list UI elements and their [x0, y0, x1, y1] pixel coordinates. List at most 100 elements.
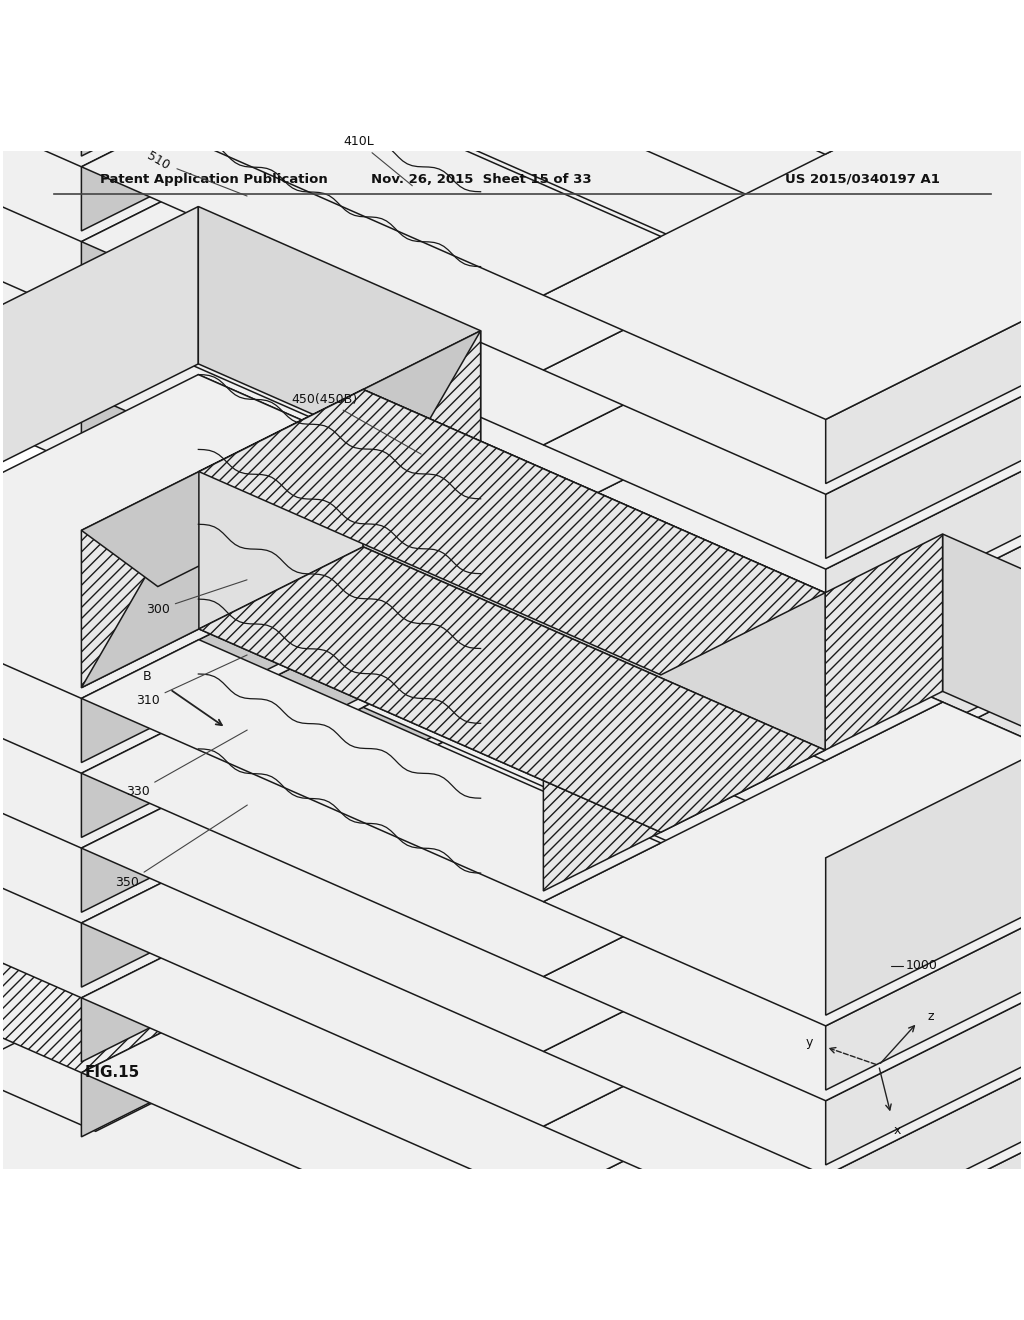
Polygon shape	[199, 389, 364, 628]
Polygon shape	[825, 1051, 1024, 1315]
Polygon shape	[943, 702, 1024, 891]
Text: x: x	[893, 1125, 901, 1138]
Polygon shape	[825, 1201, 1024, 1320]
Polygon shape	[199, 143, 480, 331]
Polygon shape	[480, 42, 943, 309]
Polygon shape	[0, 67, 480, 391]
Polygon shape	[544, 470, 1024, 793]
Polygon shape	[199, 524, 480, 713]
Polygon shape	[81, 0, 480, 156]
Polygon shape	[199, 748, 480, 937]
Polygon shape	[943, 321, 1024, 508]
Polygon shape	[81, 723, 480, 987]
Polygon shape	[199, 675, 480, 862]
Polygon shape	[544, 851, 1024, 1176]
Polygon shape	[81, 873, 480, 1137]
Polygon shape	[81, 108, 660, 370]
Polygon shape	[199, 599, 480, 788]
Polygon shape	[81, 640, 660, 902]
Polygon shape	[81, 714, 660, 977]
Polygon shape	[81, 799, 480, 1063]
Polygon shape	[81, 789, 660, 1052]
Text: 1000: 1000	[906, 960, 938, 973]
Polygon shape	[825, 1126, 1024, 1320]
Polygon shape	[544, 1076, 1024, 1320]
Polygon shape	[943, 395, 1024, 583]
Polygon shape	[544, 95, 1024, 420]
Polygon shape	[81, 0, 480, 231]
Polygon shape	[943, 927, 1024, 1115]
Polygon shape	[199, 67, 480, 256]
Polygon shape	[0, 853, 1024, 1320]
Text: 300: 300	[146, 579, 247, 616]
Text: B: B	[142, 671, 152, 684]
Polygon shape	[199, 546, 825, 832]
Polygon shape	[544, 927, 1024, 1250]
Polygon shape	[480, 873, 943, 1140]
Polygon shape	[943, 1076, 1024, 1265]
Polygon shape	[480, 574, 943, 841]
Polygon shape	[364, 389, 825, 750]
Polygon shape	[199, 0, 480, 106]
Polygon shape	[825, 535, 943, 750]
Polygon shape	[81, 408, 660, 669]
Polygon shape	[364, 42, 943, 304]
Polygon shape	[364, 723, 943, 985]
Polygon shape	[364, 191, 943, 454]
Polygon shape	[544, 395, 1024, 719]
Polygon shape	[364, 0, 943, 154]
Polygon shape	[544, 702, 1024, 1026]
Polygon shape	[364, 0, 943, 230]
Polygon shape	[943, 535, 1024, 816]
Polygon shape	[856, 223, 1024, 1320]
Polygon shape	[825, 294, 1024, 558]
Polygon shape	[943, 246, 1024, 434]
Polygon shape	[0, 375, 480, 698]
Polygon shape	[81, 648, 480, 912]
Polygon shape	[199, 375, 480, 562]
Polygon shape	[199, 0, 480, 32]
Polygon shape	[0, 449, 480, 774]
Text: z: z	[928, 1010, 934, 1023]
Polygon shape	[81, 865, 660, 1126]
Polygon shape	[0, 748, 480, 1073]
Polygon shape	[199, 389, 825, 675]
Polygon shape	[0, 0, 480, 317]
Polygon shape	[199, 206, 480, 488]
Polygon shape	[825, 220, 1024, 483]
Polygon shape	[0, 0, 480, 166]
Polygon shape	[0, 675, 480, 998]
Text: 450(450B): 450(450B)	[291, 393, 421, 454]
Polygon shape	[364, 331, 480, 546]
Text: FIG.15: FIG.15	[84, 1065, 139, 1080]
Text: 310: 310	[136, 655, 247, 708]
Polygon shape	[175, 853, 1024, 1320]
Polygon shape	[0, 206, 199, 564]
Polygon shape	[364, 648, 943, 911]
Polygon shape	[480, 0, 943, 160]
Polygon shape	[0, 1014, 210, 1131]
Polygon shape	[364, 799, 943, 1060]
Polygon shape	[81, 42, 480, 306]
Polygon shape	[544, 246, 1024, 569]
Polygon shape	[81, 331, 480, 586]
Polygon shape	[364, 873, 943, 1135]
Text: US 2015/0340197 A1: US 2015/0340197 A1	[784, 173, 940, 186]
Polygon shape	[825, 659, 1024, 1015]
Polygon shape	[544, 170, 1024, 494]
Text: 330: 330	[126, 730, 247, 799]
Polygon shape	[0, 0, 480, 92]
Polygon shape	[81, 257, 660, 520]
Polygon shape	[943, 170, 1024, 359]
Polygon shape	[480, 267, 943, 535]
Polygon shape	[81, 333, 660, 594]
Polygon shape	[81, 183, 660, 445]
Polygon shape	[480, 499, 943, 766]
Polygon shape	[825, 902, 1024, 1166]
Polygon shape	[544, 675, 660, 891]
Polygon shape	[81, 939, 660, 1201]
Polygon shape	[81, 499, 480, 763]
Text: 350: 350	[116, 805, 248, 890]
Polygon shape	[825, 826, 1024, 1090]
Polygon shape	[364, 499, 943, 760]
